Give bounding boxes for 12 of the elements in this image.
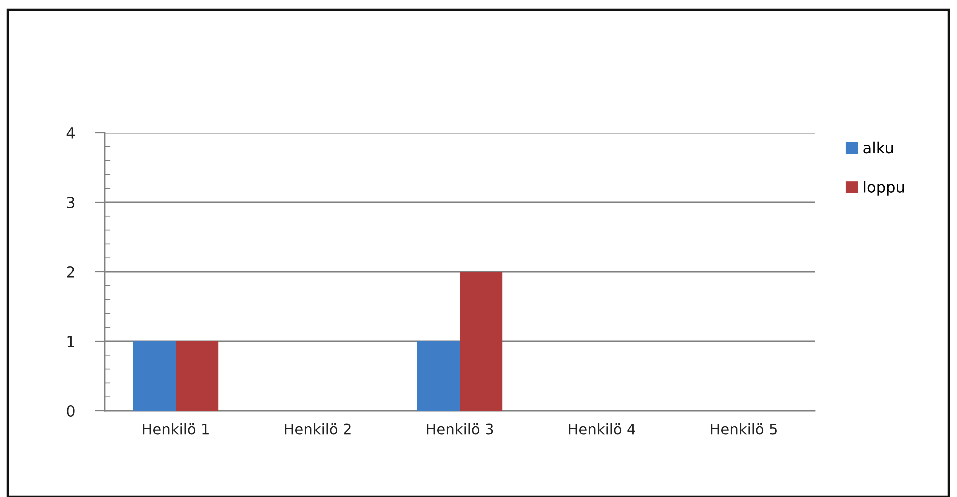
- x-tick-label: Henkilö 3: [427, 424, 494, 435]
- x-tick-label: Henkilö 1: [143, 424, 209, 435]
- y-tick-label: 1: [68, 336, 74, 348]
- y-tick-label: 0: [67, 405, 75, 418]
- y-tick-label: 3: [67, 196, 75, 209]
- legend-label: loppu: [864, 181, 904, 196]
- x-tick-label: Henkilö 2: [285, 424, 351, 435]
- x-tick-label: Henkilö 4: [569, 424, 636, 435]
- y-tick-label: 2: [67, 266, 74, 278]
- y-tick-label: 4: [66, 128, 75, 139]
- x-tick-label: Henkilö 5: [711, 424, 778, 435]
- legend-label: alku: [864, 142, 894, 154]
